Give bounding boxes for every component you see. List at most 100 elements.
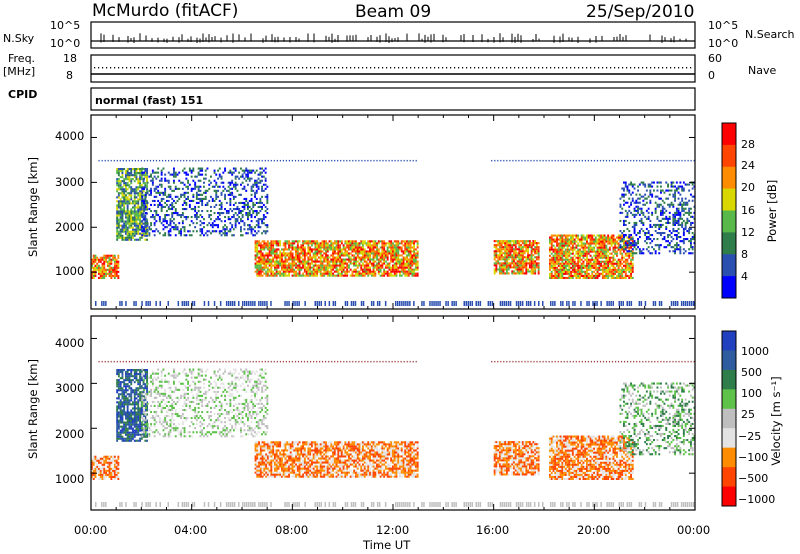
power-cell bbox=[309, 264, 312, 267]
power-cell bbox=[624, 268, 627, 271]
power-cell bbox=[384, 266, 387, 269]
power-cell bbox=[601, 264, 604, 267]
power-cell bbox=[601, 246, 604, 249]
power-cell bbox=[395, 254, 398, 257]
power-cell bbox=[561, 248, 564, 251]
power-cell bbox=[497, 256, 500, 259]
power-cell bbox=[316, 254, 319, 257]
power-cell bbox=[542, 301, 544, 306]
power-cell bbox=[335, 264, 338, 267]
power-cell bbox=[665, 209, 668, 212]
power-cell bbox=[586, 268, 588, 271]
power-cell bbox=[511, 260, 514, 263]
power-cell bbox=[635, 244, 638, 247]
power-cell bbox=[340, 254, 343, 257]
power-cell bbox=[261, 240, 264, 243]
power-cell bbox=[262, 183, 265, 186]
power-cell bbox=[296, 266, 299, 269]
power-cell bbox=[504, 272, 507, 275]
power-cell bbox=[556, 252, 558, 255]
power-cell bbox=[399, 272, 401, 275]
power-cell bbox=[388, 244, 391, 247]
power-cell bbox=[610, 234, 613, 237]
power-cell bbox=[234, 212, 237, 215]
power-cell bbox=[623, 264, 625, 267]
power-cell bbox=[203, 177, 205, 180]
power-cell bbox=[309, 254, 312, 257]
power-cell bbox=[679, 252, 682, 255]
power-cell bbox=[332, 266, 334, 269]
power-cell bbox=[314, 250, 317, 253]
power-cell bbox=[384, 264, 387, 267]
power-cell bbox=[108, 272, 111, 275]
power-cell bbox=[256, 270, 259, 273]
power-cell bbox=[564, 270, 567, 273]
power-cell bbox=[132, 200, 134, 203]
power-cell bbox=[132, 212, 134, 215]
power-cell bbox=[654, 195, 657, 198]
power-cell bbox=[497, 240, 500, 243]
power-cell bbox=[411, 272, 414, 275]
power-cell bbox=[232, 228, 235, 231]
power-cell bbox=[289, 246, 292, 249]
power-cell bbox=[370, 262, 373, 265]
power-cell bbox=[628, 266, 631, 269]
power-cell bbox=[342, 274, 345, 277]
power-cell bbox=[628, 262, 631, 265]
power-cell bbox=[392, 266, 394, 269]
power-cell bbox=[617, 258, 620, 261]
power-cell bbox=[386, 242, 389, 245]
power-cell bbox=[409, 260, 412, 263]
power-cell bbox=[291, 159, 293, 162]
power-cell bbox=[374, 256, 377, 259]
power-cell bbox=[201, 210, 204, 213]
power-cell bbox=[155, 214, 158, 217]
power-cell bbox=[340, 248, 343, 251]
power-cell bbox=[128, 216, 131, 219]
power-cell bbox=[181, 193, 184, 196]
power-cell bbox=[570, 238, 573, 241]
power-cell bbox=[264, 205, 267, 208]
power-cell bbox=[399, 274, 401, 277]
power-cell bbox=[181, 222, 184, 225]
power-cell bbox=[117, 264, 120, 267]
power-cell bbox=[96, 262, 99, 265]
power-cell bbox=[222, 212, 225, 215]
power-cell bbox=[391, 159, 393, 162]
power-cell bbox=[116, 178, 119, 181]
power-cell bbox=[534, 256, 537, 259]
power-cell bbox=[220, 212, 223, 215]
power-cell bbox=[404, 268, 407, 271]
power-cell bbox=[623, 230, 625, 233]
power-cell bbox=[254, 230, 256, 233]
power-cell bbox=[224, 234, 226, 237]
power-cell bbox=[173, 199, 175, 202]
power-cell bbox=[631, 185, 634, 188]
power-cell bbox=[577, 254, 580, 257]
power-cell bbox=[386, 274, 389, 277]
power-cell bbox=[575, 159, 577, 162]
power-cell bbox=[570, 270, 573, 273]
power-cell bbox=[497, 242, 500, 245]
power-cell bbox=[128, 159, 130, 162]
power-cell bbox=[406, 254, 408, 257]
power-cell bbox=[637, 197, 639, 200]
power-cell bbox=[144, 176, 147, 179]
power-cell bbox=[261, 187, 263, 190]
power-cell bbox=[133, 208, 136, 211]
power-cell bbox=[123, 200, 126, 203]
power-cell bbox=[596, 268, 599, 271]
power-cell bbox=[117, 170, 120, 173]
power-cell bbox=[231, 173, 234, 176]
power-cell bbox=[337, 258, 340, 261]
power-cell bbox=[319, 254, 322, 257]
power-cell bbox=[600, 250, 602, 253]
power-cell bbox=[132, 216, 134, 219]
power-cell bbox=[123, 178, 126, 181]
power-cell bbox=[247, 203, 249, 206]
power-cell bbox=[633, 201, 636, 204]
power-cell bbox=[623, 187, 625, 190]
power-cell bbox=[215, 203, 218, 206]
power-cell bbox=[139, 180, 141, 183]
power-cell bbox=[342, 268, 345, 271]
